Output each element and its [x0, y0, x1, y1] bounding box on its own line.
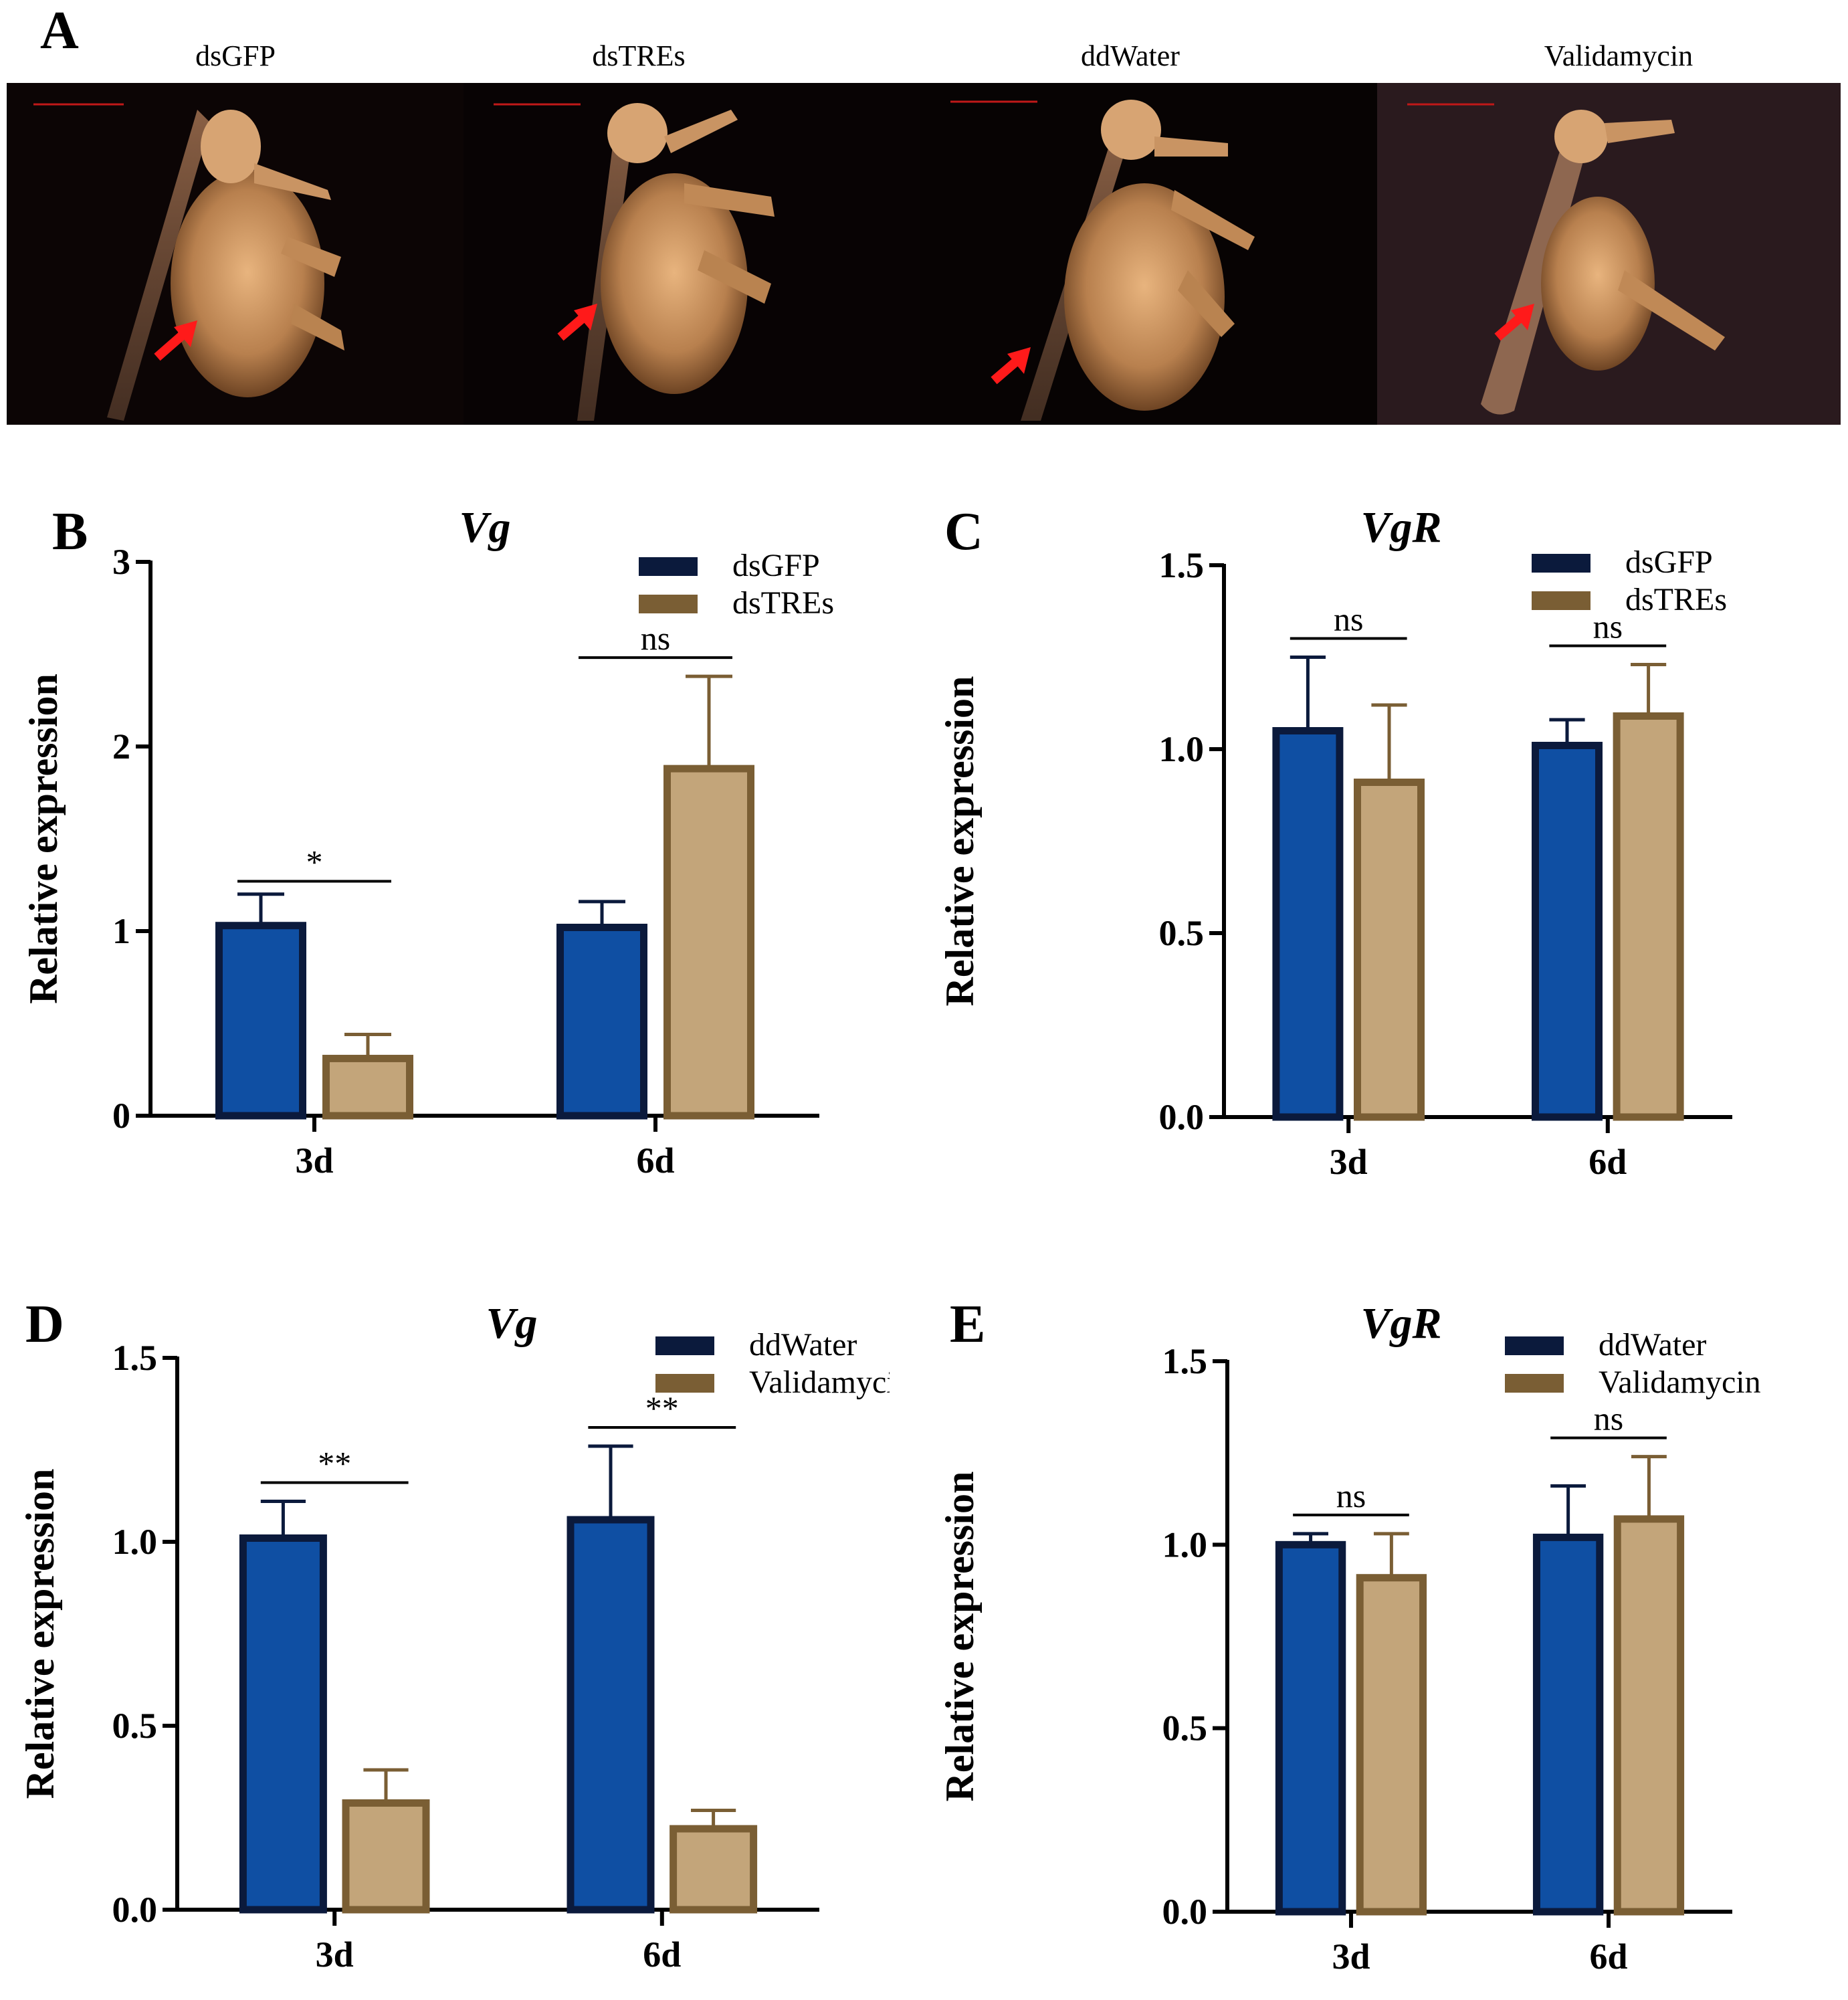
significance-label: ** — [318, 1445, 351, 1482]
y-tick-label: 1 — [112, 911, 130, 951]
legend-label-validamycin: Validamycin — [749, 1365, 890, 1400]
chart-d-vg: Vg Relative expression 0.0 0.5 1.0 1.5 3d ** 6d *… — [0, 1291, 890, 2000]
y-tick-label: 1.0 — [1159, 729, 1205, 769]
y-tick-label: 0.0 — [112, 1890, 158, 1930]
x-tick-label: 3d — [1332, 1936, 1370, 1977]
bar-ddwater-3d — [1275, 1540, 1346, 1916]
significance-label: ns — [1336, 1477, 1366, 1514]
y-tick-label: 0.5 — [1162, 1708, 1208, 1748]
chart-c-vgr: VgR Relative expression 0.0 0.5 1.0 1.5 3d ns 6d… — [916, 495, 1806, 1217]
significance-label: ns — [1594, 1400, 1623, 1437]
significance-label: * — [306, 843, 323, 880]
chart-title: Vg — [459, 503, 510, 552]
y-axis-label: Relative expression — [938, 676, 982, 1007]
bar-validamycin-6d — [1613, 1515, 1685, 1916]
legend-swatch-dstres — [1532, 591, 1590, 610]
y-axis-label: Relative expression — [18, 1469, 62, 1799]
x-tick-label: 6d — [1588, 1142, 1627, 1182]
panel-letter-b: B — [52, 502, 88, 561]
legend-swatch-validamycin — [655, 1374, 714, 1393]
x-tick-label: 3d — [316, 1934, 354, 1975]
photo-label-ddwater: ddWater — [1081, 39, 1180, 72]
legend-swatch-dstres — [639, 595, 698, 613]
legend-label-ddwater: ddWater — [749, 1327, 857, 1363]
bar-validamycin-3d — [1356, 1574, 1427, 1916]
chart-c-svg: VgR Relative expression 0.0 0.5 1.0 1.5 3d ns 6d… — [938, 503, 1732, 1182]
bar-dsgfp-3d — [215, 922, 306, 1120]
bar-ddwater-6d — [567, 1516, 655, 1914]
bar-dsgfp-6d — [1532, 742, 1603, 1121]
y-tick-label: 1.0 — [1162, 1524, 1208, 1565]
legend-swatch-ddwater — [655, 1336, 714, 1355]
x-tick-label: 6d — [643, 1934, 681, 1975]
y-axis-label: Relative expression — [938, 1472, 982, 1802]
chart-title: VgR — [1360, 1299, 1441, 1348]
y-tick-label: 1.5 — [1159, 545, 1205, 585]
red-arrow-icon — [991, 347, 1031, 385]
insect-photo-strip — [7, 83, 1841, 425]
bar-ddwater-3d — [239, 1534, 327, 1914]
panel-letter-c: C — [944, 502, 983, 561]
legend-swatch-dsgfp — [639, 557, 698, 576]
y-tick-label: 0.5 — [1159, 913, 1205, 953]
legend-label-ddwater: ddWater — [1599, 1327, 1706, 1363]
legend-swatch-validamycin — [1505, 1374, 1564, 1393]
chart-b-svg: Vg Relative expression 0 1 2 3 3d * 6d ns dsGFPdsT… — [21, 503, 834, 1181]
chart-e-vgr: VgR Relative expression 0.0 0.5 1.0 1.5 3d ns 6d… — [916, 1291, 1806, 2000]
photo-dsgfp — [7, 83, 464, 425]
y-tick-label: 1.5 — [112, 1338, 158, 1378]
chart-b-vg: Vg Relative expression 0 1 2 3 3d * 6d ns dsGFP dsT… — [0, 495, 890, 1217]
photo-ddwater — [920, 83, 1377, 425]
x-tick-label: 6d — [636, 1140, 674, 1181]
y-tick-label: 0.0 — [1162, 1892, 1208, 1932]
y-tick-label: 1.5 — [1162, 1341, 1208, 1381]
photo-label-validamycin: Validamycin — [1544, 39, 1693, 72]
bar-dsgfp-6d — [556, 923, 647, 1120]
legend-label-dsgfp: dsGFP — [732, 548, 820, 583]
y-tick-label: 0.0 — [1159, 1097, 1205, 1137]
legend-label-validamycin: Validamycin — [1599, 1365, 1761, 1400]
panel-letter-d: D — [25, 1295, 64, 1354]
bar-dstres-3d — [1354, 779, 1425, 1121]
photo-label-dsgfp: dsGFP — [195, 39, 276, 72]
y-tick-label: 0.5 — [112, 1706, 158, 1746]
bar-dstres-6d — [663, 765, 754, 1120]
bar-ddwater-6d — [1532, 1533, 1604, 1916]
legend-label-dstres: dsTREs — [732, 585, 834, 621]
bar-dstres-3d — [322, 1054, 413, 1120]
significance-label: ** — [645, 1389, 679, 1427]
legend-label-dstres: dsTREs — [1625, 582, 1727, 617]
chart-title: VgR — [1360, 503, 1441, 552]
significance-label: ns — [1593, 608, 1623, 645]
x-tick-label: 6d — [1590, 1936, 1628, 1977]
photo-label-dstres: dsTREs — [592, 39, 686, 72]
bar-validamycin-6d — [670, 1825, 758, 1914]
x-tick-label: 3d — [295, 1140, 333, 1181]
panel-letter-e: E — [950, 1295, 986, 1354]
y-tick-label: 0 — [112, 1096, 130, 1136]
red-arrow-icon — [154, 320, 197, 361]
legend-swatch-ddwater — [1505, 1336, 1564, 1355]
bar-dsgfp-3d — [1272, 727, 1344, 1121]
bar-dstres-6d — [1613, 712, 1684, 1121]
y-tick-label: 1.0 — [112, 1522, 158, 1562]
significance-label: ns — [1334, 601, 1363, 638]
y-axis-label: Relative expression — [21, 674, 66, 1004]
bar-validamycin-3d — [342, 1799, 430, 1914]
panel-letter-a: A — [40, 1, 79, 60]
chart-title: Vg — [486, 1299, 537, 1348]
x-tick-label: 3d — [1330, 1142, 1368, 1182]
red-arrow-icon — [1494, 304, 1534, 341]
legend-swatch-dsgfp — [1532, 554, 1590, 573]
chart-e-svg: VgR Relative expression 0.0 0.5 1.0 1.5 3d ns 6d… — [938, 1299, 1761, 1977]
legend-label-dsgfp: dsGFP — [1625, 544, 1713, 580]
chart-d-svg: Vg Relative expression 0.0 0.5 1.0 1.5 3d ** 6d *… — [18, 1299, 890, 1975]
photo-dstres — [464, 83, 920, 425]
photo-validamycin — [1377, 83, 1841, 425]
significance-label: ns — [641, 619, 670, 657]
red-arrow-icon — [557, 304, 597, 341]
y-tick-label: 2 — [112, 726, 130, 767]
y-tick-label: 3 — [112, 542, 130, 582]
